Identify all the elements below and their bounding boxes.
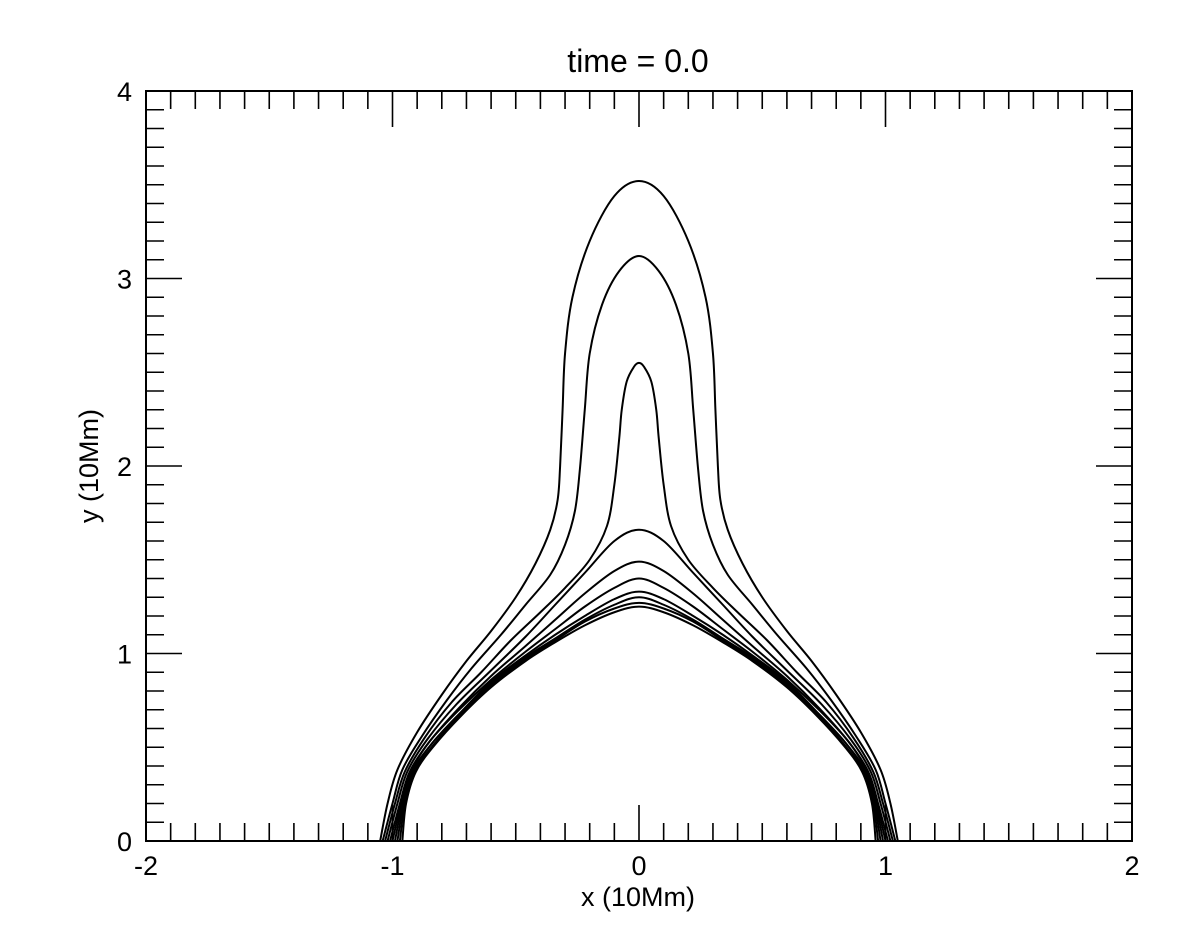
y-tick-label: 4 <box>117 77 132 107</box>
x-tick-label: 0 <box>631 851 646 881</box>
x-axis-label: x (10Mm) <box>581 882 695 912</box>
y-tick-label: 0 <box>117 827 132 857</box>
field-line-8 <box>396 596 882 842</box>
field-line-7 <box>393 590 885 842</box>
chart-title: time = 0.0 <box>567 43 708 79</box>
field-line-10 <box>401 605 877 842</box>
plot-frame <box>145 90 1133 842</box>
y-tick-label: 2 <box>117 452 132 482</box>
x-tick-label: -1 <box>380 851 404 881</box>
y-tick-label: 3 <box>117 265 132 295</box>
field-line-6 <box>391 577 887 842</box>
x-tick-label: 2 <box>1124 851 1139 881</box>
y-tick-label: 1 <box>117 640 132 670</box>
x-tick-label: 1 <box>878 851 893 881</box>
field-line-1 <box>379 180 899 842</box>
field-line-3 <box>384 361 894 842</box>
field-line-2 <box>381 255 897 842</box>
x-tick-label: -2 <box>134 851 158 881</box>
field-lines <box>379 180 899 842</box>
axis-ticks <box>145 90 1133 842</box>
field-line-4 <box>386 528 892 842</box>
tick-labels: -2 -1 0 1 2 0 1 2 3 4 <box>117 77 1140 881</box>
y-axis-label: y (10Mm) <box>74 409 104 523</box>
